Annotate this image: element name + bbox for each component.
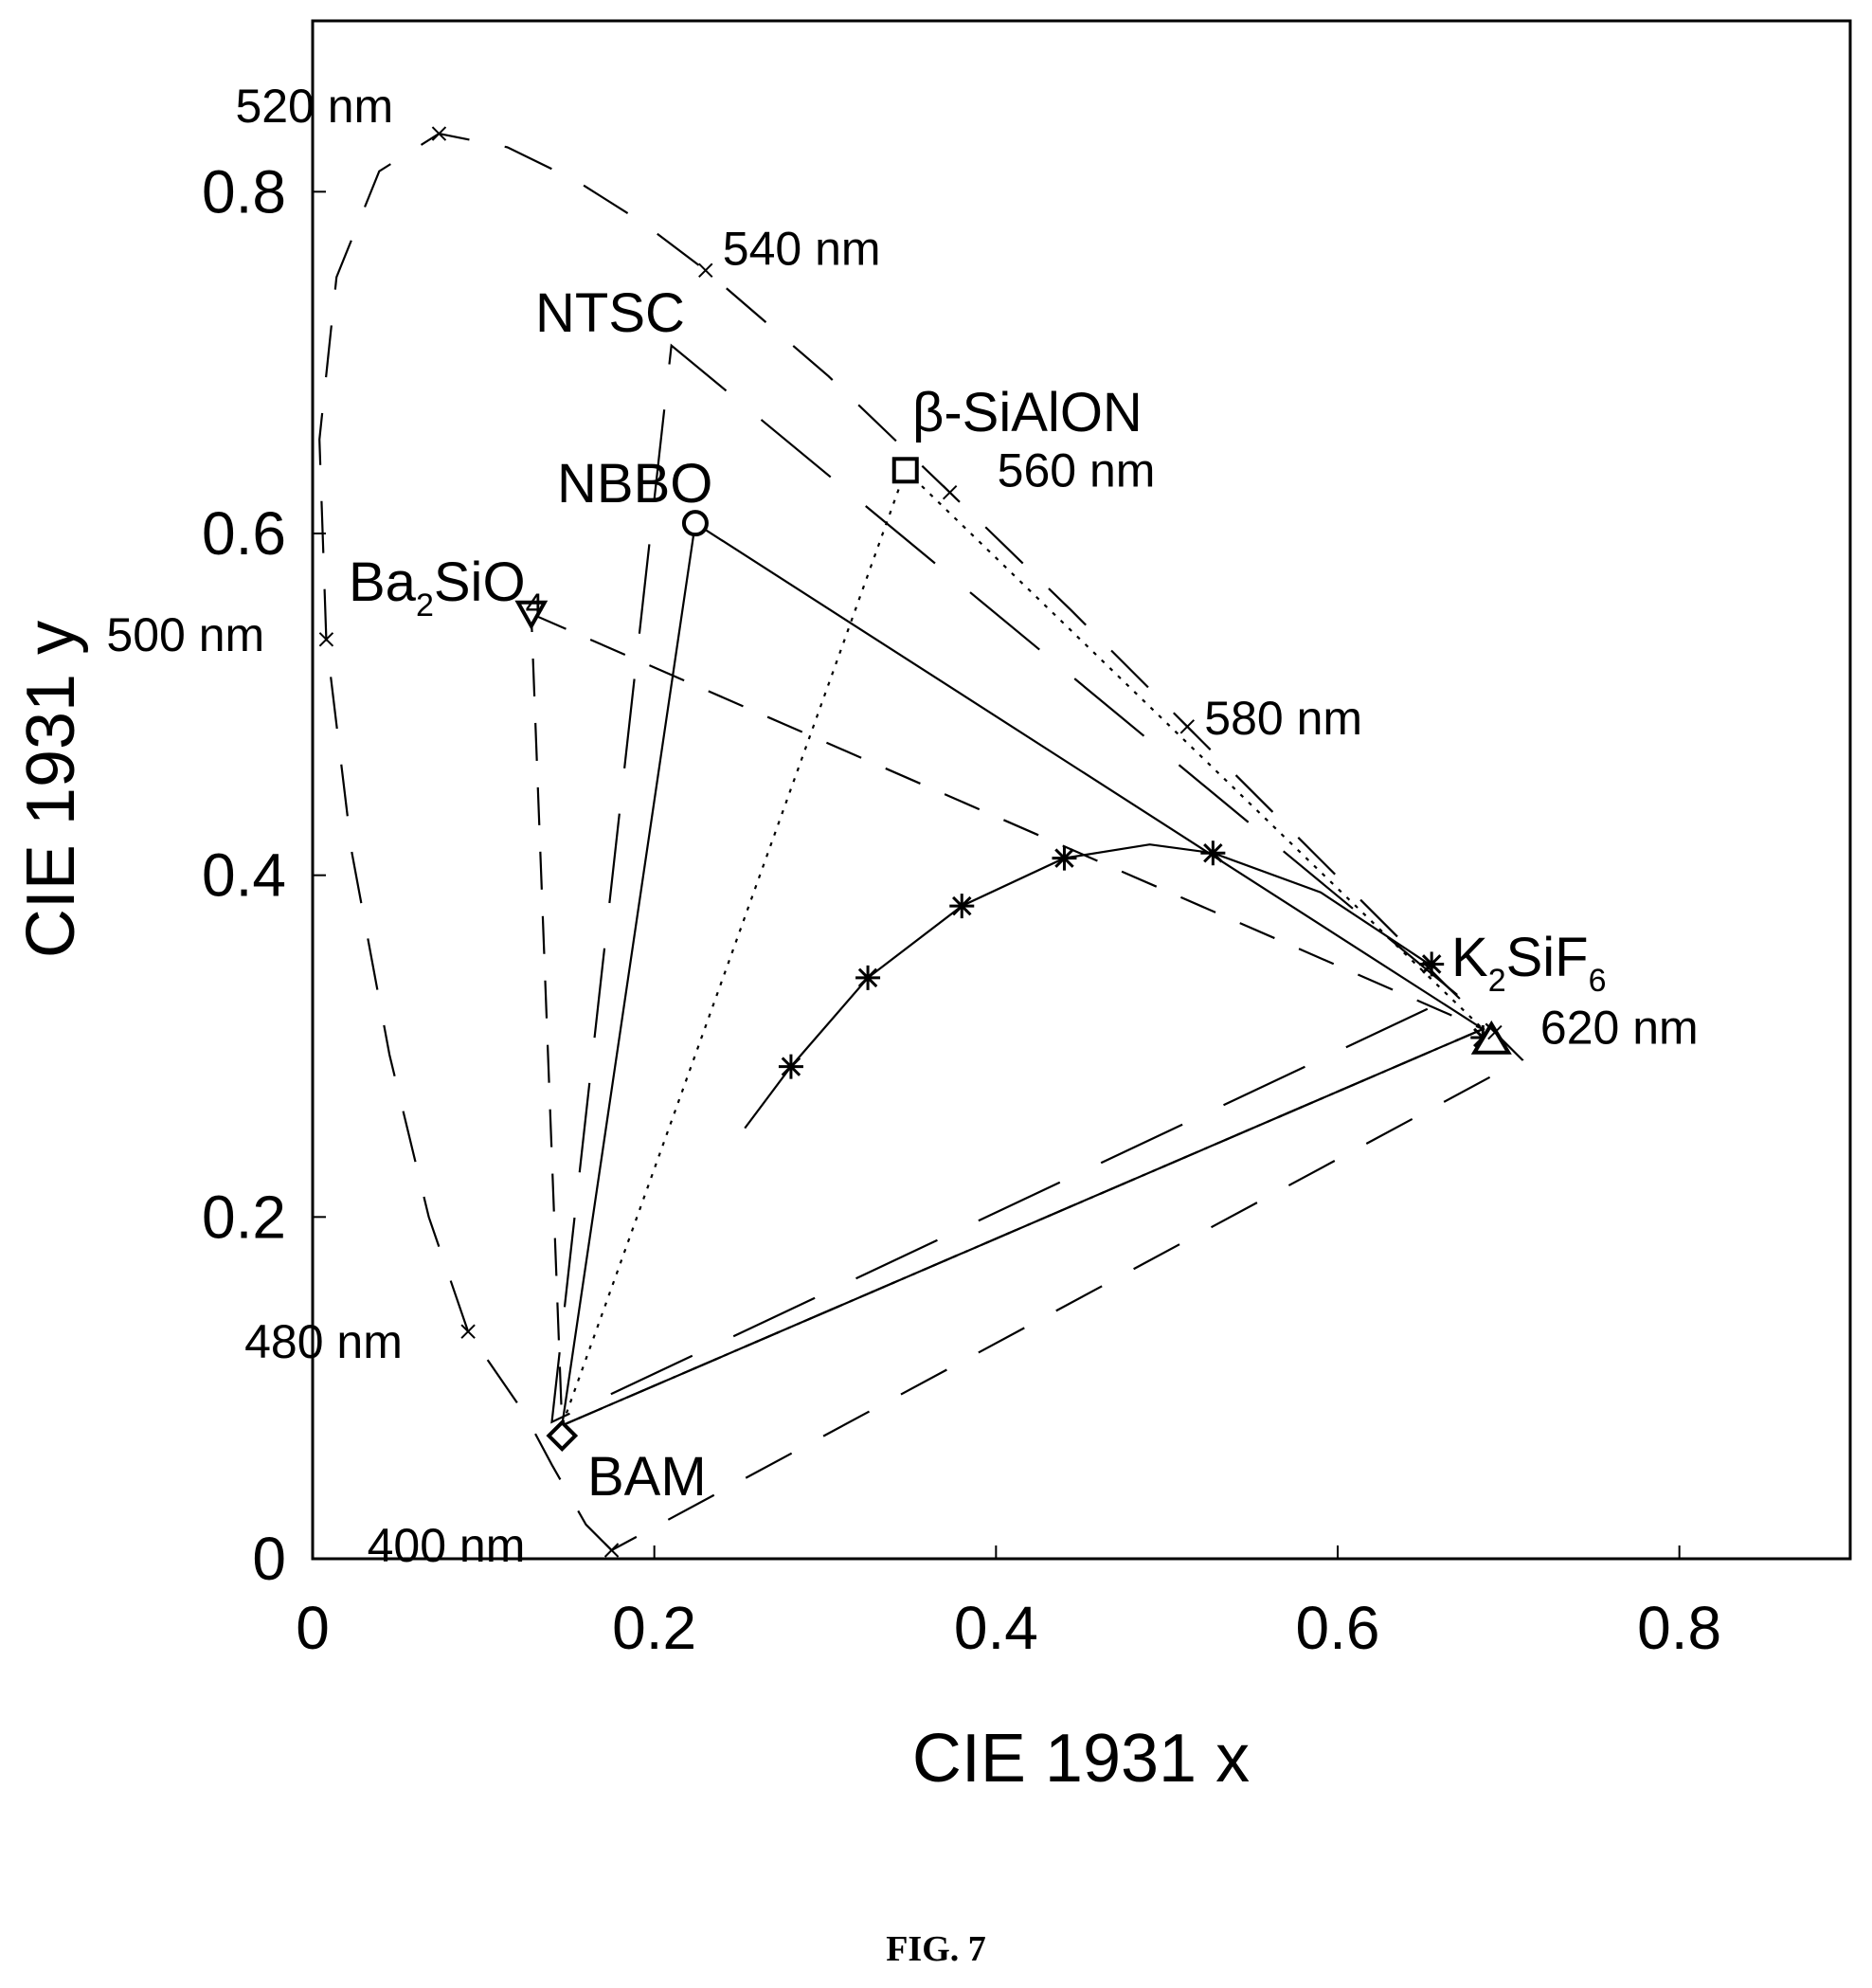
planckian-point <box>1200 840 1226 866</box>
k2sif6-label: K2SiF6 <box>1451 927 1607 999</box>
bam-label: BAM <box>587 1446 707 1508</box>
ba2sio4-label-mid: SiO <box>434 551 526 613</box>
x-tick-labels: 0 0.2 0.4 0.6 0.8 <box>296 1594 1721 1662</box>
phosphor-marker <box>681 510 709 537</box>
tick-marks <box>312 190 1681 1560</box>
plot-frame <box>311 19 1852 1561</box>
gamut-triangle <box>560 468 1485 1428</box>
y-tick-label: 0.2 <box>202 1183 286 1251</box>
wavelength-label: 520 nm <box>235 80 393 133</box>
y-tick-label: 0.4 <box>202 841 286 910</box>
k2sif6-label-sub2: 6 <box>1589 963 1607 999</box>
ntsc-triangle-line <box>550 343 1460 1424</box>
y-axis-label: CIE 1931 y <box>13 621 89 958</box>
y-tick-labels: 0 0.2 0.4 0.6 0.8 <box>202 157 286 1593</box>
planckian-point <box>855 965 881 990</box>
spectral-locus-line <box>318 132 1524 1552</box>
beta-sialon-label: β-SiAlON <box>912 382 1143 443</box>
wavelength-marker <box>603 1543 620 1558</box>
ba2sio4-label: Ba2SiO4 <box>349 551 543 624</box>
phosphor-markers <box>514 457 1512 1452</box>
phosphor-marker <box>891 457 919 484</box>
wavelength-label: 400 nm <box>368 1519 526 1572</box>
x-axis-label: CIE 1931 x <box>912 1721 1250 1797</box>
planckian-point <box>1419 951 1445 977</box>
ba2sio4-label-main: Ba <box>349 551 417 613</box>
wavelength-label: 580 nm <box>1204 692 1362 745</box>
spectral-locus <box>318 132 1524 1552</box>
gamut-triangle <box>530 612 1486 1427</box>
wavelength-label: 620 nm <box>1540 1002 1699 1055</box>
wavelength-label: 500 nm <box>106 608 264 661</box>
y-tick-label: 0.6 <box>202 499 286 568</box>
wavelength-marker <box>318 632 334 647</box>
x-tick-label: 0.2 <box>612 1594 696 1662</box>
wavelength-labels: 400 nm 480 nm 500 nm 520 nm 540 nm 560 nm 580 … <box>106 80 1698 1572</box>
y-tick-label: 0.8 <box>202 157 286 226</box>
x-tick-label: 0.8 <box>1637 1594 1721 1662</box>
ntsc-triangle <box>550 343 1460 1424</box>
phosphor-marker <box>514 600 549 630</box>
ba2sio4-label-sub1: 2 <box>416 587 434 624</box>
wavelength-label: 540 nm <box>723 222 881 275</box>
gamut-triangles <box>530 468 1486 1428</box>
wavelength-label: 480 nm <box>244 1315 403 1368</box>
k2sif6-label-mid: SiF <box>1506 927 1589 988</box>
k2sif6-label-sub1: 2 <box>1488 963 1506 999</box>
phosphor-marker <box>546 1419 579 1452</box>
wavelength-marker <box>698 262 713 278</box>
planckian-locus-line <box>744 843 1438 1130</box>
wavelength-marker <box>460 1324 476 1339</box>
wavelength-marker <box>431 126 447 141</box>
nbbo-label: NBBO <box>557 453 712 515</box>
x-tick-label: 0.4 <box>954 1594 1038 1662</box>
k2sif6-label-main: K <box>1451 927 1488 988</box>
planckian-point <box>1052 845 1077 871</box>
y-tick-label: 0 <box>252 1525 286 1593</box>
ntsc-label: NTSC <box>535 282 685 344</box>
wavelength-marker <box>942 485 958 500</box>
x-tick-label: 0 <box>296 1594 330 1662</box>
wavelength-marker <box>1487 1024 1503 1040</box>
ba2sio4-label-sub2: 4 <box>526 587 544 624</box>
planckian-point <box>778 1054 803 1079</box>
wavelength-label: 560 nm <box>998 444 1156 497</box>
planckian-point <box>949 894 975 919</box>
figure-caption: FIG. 7 <box>886 1929 986 1969</box>
x-tick-label: 0.6 <box>1296 1594 1380 1662</box>
wavelength-marker <box>1179 719 1196 734</box>
gamut-triangle <box>560 521 1485 1428</box>
